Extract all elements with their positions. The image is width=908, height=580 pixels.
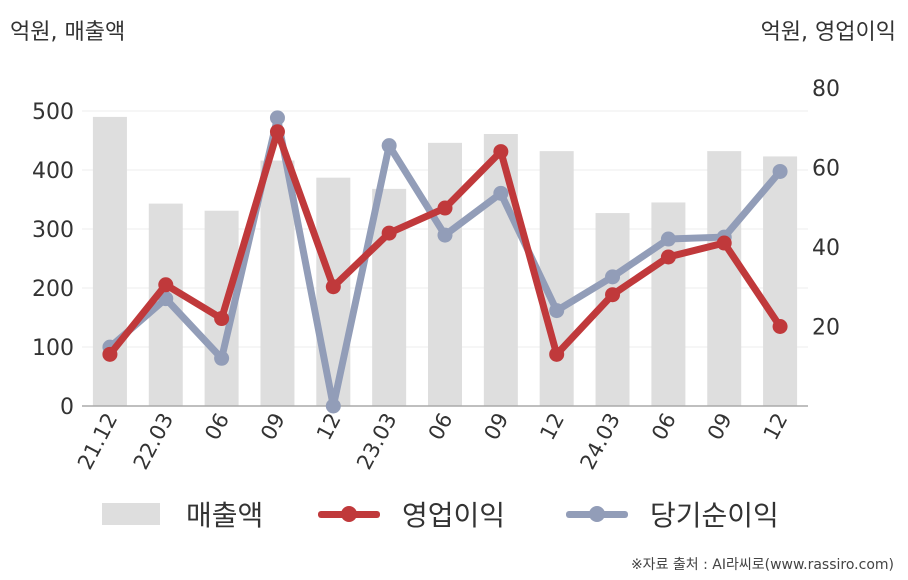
legend-item-operating-profit: 영업이익 bbox=[318, 492, 505, 536]
source-note: ※자료 출처 : AI라씨로(www.rassiro.com) bbox=[630, 557, 894, 573]
operating-profit-point bbox=[493, 144, 509, 160]
x-axis-tick-label: 21.12 bbox=[73, 409, 122, 473]
legend: 매출액 영업이익 당기순이익 bbox=[0, 492, 908, 536]
left-axis-tick-label: 100 bbox=[32, 336, 74, 361]
operating-profit-point bbox=[381, 225, 397, 241]
net-income-point bbox=[214, 350, 230, 366]
operating-profit-point bbox=[214, 311, 230, 327]
operating-profit-point bbox=[158, 277, 174, 293]
left-axis-tick-label: 200 bbox=[32, 277, 74, 302]
net-income-point bbox=[660, 231, 676, 247]
left-axis-tick-label: 500 bbox=[32, 100, 74, 125]
left-axis-unit: 억원, 매출액 bbox=[10, 20, 126, 45]
operating-profit-point bbox=[605, 287, 621, 303]
operating-profit-point bbox=[716, 235, 732, 251]
operating-profit-point bbox=[102, 346, 118, 362]
operating-profit-point bbox=[437, 200, 453, 216]
right-axis-tick-label: 60 bbox=[812, 157, 840, 182]
revenue-bar bbox=[539, 151, 574, 406]
legend-label-revenue: 매출액 bbox=[186, 499, 264, 532]
net-income-point bbox=[605, 269, 621, 285]
x-axis-tick-label: 23.03 bbox=[352, 409, 401, 473]
net-income-point bbox=[437, 227, 453, 243]
combo-chart: 0 100 200 300 400 500 20 40 60 80 21.12 22.03 06 09 12… bbox=[32, 77, 840, 473]
x-axis-tick-label: 06 bbox=[200, 409, 234, 444]
right-axis-tick-label: 40 bbox=[812, 236, 840, 261]
net-income-point bbox=[493, 185, 509, 201]
legend-item-net-income: 당기순이익 bbox=[566, 492, 779, 536]
revenue-bar bbox=[763, 156, 798, 406]
x-axis-tick-label: 06 bbox=[424, 409, 458, 444]
left-axis-tick-label: 300 bbox=[32, 218, 74, 243]
x-axis-tick-label: 22.03 bbox=[129, 409, 178, 473]
operating-profit-point bbox=[772, 319, 788, 334]
net-income-point bbox=[269, 110, 285, 126]
x-axis-tick-label: 24.03 bbox=[576, 409, 625, 473]
net-income-point bbox=[772, 163, 788, 179]
revenue-bar bbox=[372, 188, 407, 406]
revenue-bar bbox=[483, 134, 518, 406]
legend-item-revenue: 매출액 bbox=[102, 492, 263, 536]
legend-swatch-net-income bbox=[566, 503, 628, 525]
left-axis-tick-label: 400 bbox=[32, 159, 74, 184]
net-income-point bbox=[549, 303, 565, 319]
net-income-point bbox=[381, 138, 397, 154]
x-axis-tick-label: 09 bbox=[256, 409, 290, 444]
left-axis-tick-label: 0 bbox=[60, 395, 74, 420]
operating-profit-point bbox=[269, 124, 285, 140]
x-axis-tick-label: 06 bbox=[647, 409, 681, 444]
revenue-bar bbox=[92, 116, 127, 407]
legend-swatch-revenue bbox=[102, 503, 160, 525]
revenue-bar bbox=[260, 160, 295, 406]
x-axis-tick-label: 12 bbox=[759, 409, 793, 444]
x-axis-tick-label: 12 bbox=[535, 409, 569, 444]
operating-profit-point bbox=[660, 249, 676, 265]
right-axis-tick-label: 20 bbox=[812, 316, 840, 341]
legend-swatch-operating-profit bbox=[318, 503, 380, 525]
right-axis-tick-label: 80 bbox=[812, 77, 840, 102]
revenue-bar bbox=[707, 151, 742, 406]
x-axis-tick-label: 09 bbox=[480, 409, 514, 444]
x-axis-tick-label: 12 bbox=[312, 409, 346, 444]
operating-profit-point bbox=[549, 346, 565, 362]
legend-label-net-income: 당기순이익 bbox=[650, 499, 779, 532]
operating-profit-point bbox=[325, 279, 341, 295]
net-income-point bbox=[325, 398, 341, 414]
legend-label-operating-profit: 영업이익 bbox=[402, 499, 506, 532]
x-axis-tick-label: 09 bbox=[703, 409, 737, 444]
revenue-bar bbox=[428, 142, 462, 407]
right-axis-unit: 억원, 영업이익 bbox=[760, 20, 896, 45]
